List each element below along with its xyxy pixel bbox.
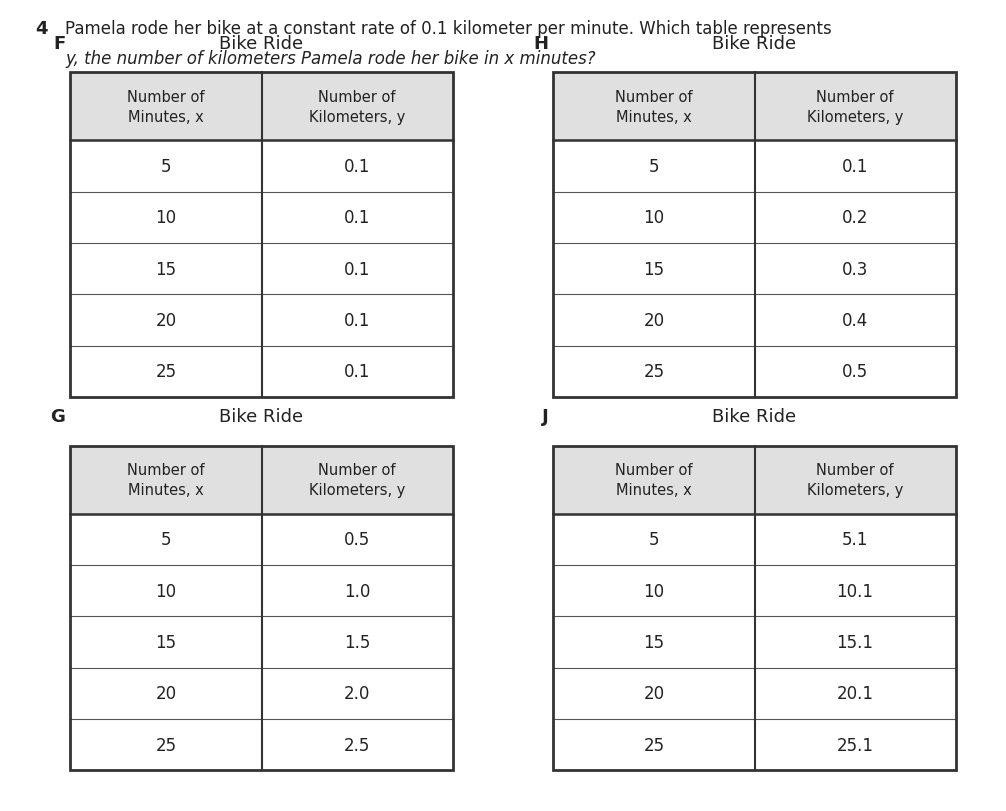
Bar	[70, 446, 453, 514]
Bar	[553, 346, 956, 397]
Text: 20: 20	[156, 311, 176, 329]
Text: Number of
Minutes, x: Number of Minutes, x	[127, 463, 205, 497]
Text: J: J	[541, 408, 548, 426]
Text: 5.1: 5.1	[842, 531, 868, 549]
Text: 20: 20	[644, 311, 664, 329]
Text: Bike Ride: Bike Ride	[712, 408, 797, 426]
Bar	[553, 243, 956, 295]
Bar	[70, 73, 453, 397]
Bar	[553, 73, 956, 397]
Text: 0.5: 0.5	[842, 363, 868, 380]
Text: 15: 15	[644, 633, 664, 651]
Text: 2.5: 2.5	[344, 736, 370, 753]
Text: 25: 25	[644, 736, 664, 753]
Bar	[70, 446, 453, 770]
Bar	[70, 514, 453, 565]
Bar	[70, 668, 453, 719]
Text: 15.1: 15.1	[837, 633, 873, 651]
Bar	[70, 141, 453, 192]
Bar	[553, 668, 956, 719]
Text: 5: 5	[649, 531, 659, 549]
Text: 0.1: 0.1	[344, 363, 370, 380]
Text: 15: 15	[156, 260, 176, 278]
Bar	[553, 73, 956, 141]
Text: 0.1: 0.1	[344, 260, 370, 278]
Bar	[553, 446, 956, 770]
Text: 0.1: 0.1	[344, 209, 370, 227]
Text: 10: 10	[156, 209, 176, 227]
Text: y, the number of kilometers Pamela rode her bike in x minutes?: y, the number of kilometers Pamela rode …	[65, 50, 596, 68]
Bar	[70, 719, 453, 770]
Bar	[70, 565, 453, 616]
Text: 0.1: 0.1	[842, 158, 868, 176]
Text: Number of
Minutes, x: Number of Minutes, x	[615, 90, 693, 124]
Bar	[70, 243, 453, 295]
Text: 1.5: 1.5	[344, 633, 370, 651]
Text: 25: 25	[156, 736, 176, 753]
Text: 0.1: 0.1	[344, 158, 370, 176]
Text: Number of
Kilometers, y: Number of Kilometers, y	[807, 463, 903, 497]
Text: 25: 25	[644, 363, 664, 380]
Bar	[553, 141, 956, 192]
Text: 0.2: 0.2	[842, 209, 868, 227]
Text: G: G	[50, 408, 65, 426]
Text: 15: 15	[644, 260, 664, 278]
Bar	[553, 295, 956, 346]
Text: Number of
Kilometers, y: Number of Kilometers, y	[309, 463, 405, 497]
Text: 10: 10	[644, 582, 664, 600]
Text: Bike Ride: Bike Ride	[219, 35, 304, 53]
Bar	[70, 295, 453, 346]
Bar	[70, 73, 453, 141]
Bar	[553, 719, 956, 770]
Bar	[553, 446, 956, 514]
Text: 5: 5	[649, 158, 659, 176]
Text: H: H	[533, 35, 548, 53]
Bar	[553, 192, 956, 243]
Text: Bike Ride: Bike Ride	[712, 35, 797, 53]
Bar	[70, 192, 453, 243]
Bar	[70, 346, 453, 397]
Text: 20: 20	[156, 684, 176, 702]
Text: 10.1: 10.1	[837, 582, 873, 600]
Text: 20: 20	[644, 684, 664, 702]
Text: 0.5: 0.5	[344, 531, 370, 549]
Bar	[553, 514, 956, 565]
Text: 5: 5	[161, 531, 171, 549]
Text: 0.1: 0.1	[344, 311, 370, 329]
Text: Number of
Minutes, x: Number of Minutes, x	[127, 90, 205, 124]
Text: 2.0: 2.0	[344, 684, 370, 702]
Text: Number of
Kilometers, y: Number of Kilometers, y	[807, 90, 903, 124]
Text: Pamela rode her bike at a constant rate of 0.1 kilometer per minute. Which table: Pamela rode her bike at a constant rate …	[65, 20, 832, 38]
Text: Bike Ride: Bike Ride	[219, 408, 304, 426]
Text: 10: 10	[156, 582, 176, 600]
Text: 0.3: 0.3	[842, 260, 868, 278]
Text: F: F	[53, 35, 65, 53]
Text: 25: 25	[156, 363, 176, 380]
Bar	[553, 616, 956, 668]
Text: Number of
Minutes, x: Number of Minutes, x	[615, 463, 693, 497]
Text: Number of
Kilometers, y: Number of Kilometers, y	[309, 90, 405, 124]
Text: 25.1: 25.1	[837, 736, 873, 753]
Text: 1.0: 1.0	[344, 582, 370, 600]
Text: 4: 4	[35, 20, 47, 38]
Bar	[553, 565, 956, 616]
Text: 20.1: 20.1	[837, 684, 873, 702]
Text: 10: 10	[644, 209, 664, 227]
Text: 15: 15	[156, 633, 176, 651]
Text: 5: 5	[161, 158, 171, 176]
Bar	[70, 616, 453, 668]
Text: 0.4: 0.4	[842, 311, 868, 329]
